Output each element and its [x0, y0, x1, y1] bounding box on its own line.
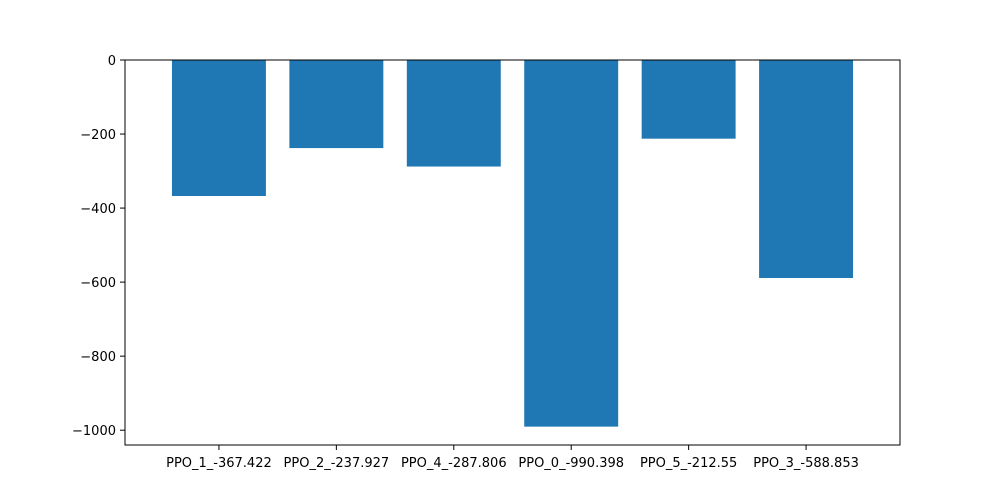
bar-4 — [641, 60, 736, 139]
x-tick-label-1: PPO_2_-237.927 — [284, 456, 390, 471]
y-tick-label-0: 0 — [108, 54, 116, 69]
x-axis-ticks: PPO_1_-367.422 PPO_2_-237.927 PPO_4_-287.8… — [166, 445, 859, 471]
y-tick-label-5: −1000 — [72, 424, 116, 439]
y-tick-label-4: −800 — [80, 350, 116, 365]
plot-frame — [124, 59, 901, 446]
bars-group — [171, 60, 854, 427]
x-tick-label-5: PPO_3_-588.853 — [753, 456, 859, 471]
x-tick-label-0: PPO_1_-367.422 — [166, 456, 272, 471]
bar-1 — [289, 60, 384, 149]
x-tick-label-4: PPO_5_-212.55 — [640, 456, 737, 471]
bar-5 — [759, 60, 854, 278]
x-tick-label-2: PPO_4_-287.806 — [401, 456, 507, 471]
bar-2 — [406, 60, 501, 167]
y-axis-ticks: 0 −200 −400 −600 −800 −1000 — [72, 54, 125, 439]
x-tick-label-3: PPO_0_-990.398 — [518, 456, 624, 471]
y-tick-label-1: −200 — [80, 128, 116, 143]
bar-0 — [171, 60, 266, 197]
y-tick-label-3: −600 — [80, 276, 116, 291]
y-tick-label-2: −400 — [80, 202, 116, 217]
bar-3 — [524, 60, 619, 427]
